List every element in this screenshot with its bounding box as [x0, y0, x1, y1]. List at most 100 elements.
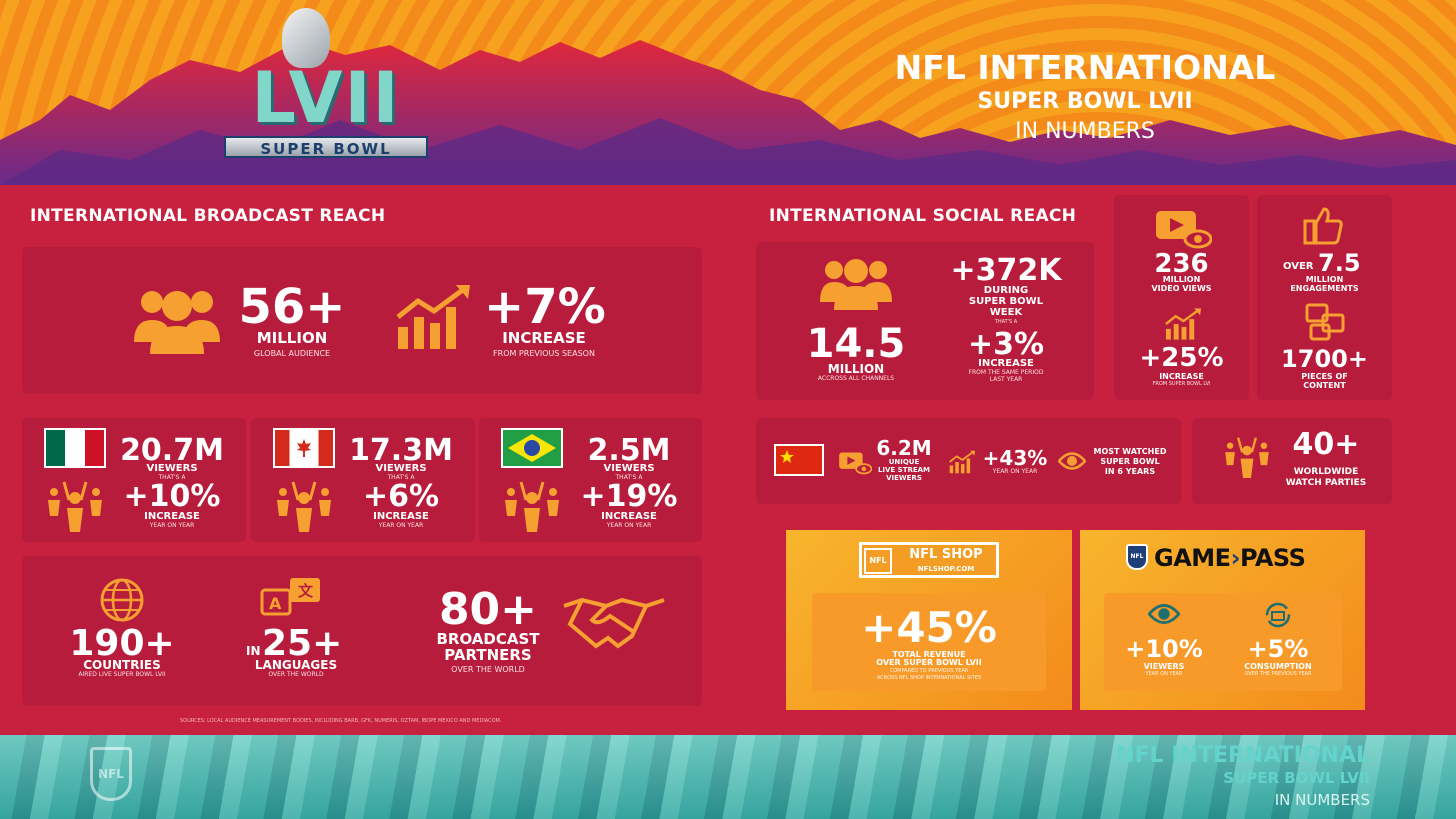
gain-increase-sub2: LAST YEAR — [989, 376, 1023, 383]
maple-leaf-icon — [297, 439, 311, 457]
social-followers-panel: 14.5 MILLION ACCROSS ALL CHANNELS +372K … — [756, 242, 1094, 400]
countries-value: 190+ — [69, 623, 175, 664]
followers-sub: ACCROSS ALL CHANNELS — [817, 375, 895, 382]
brazil-increase-label: INCREASE — [601, 511, 657, 522]
video-play-icon — [839, 452, 872, 475]
engage-label2: ENGAGEMENTS — [1290, 284, 1359, 293]
nflshop-logo-text: NFL SHOP — [909, 547, 983, 562]
parties-label2: WATCH PARTIES — [1285, 478, 1367, 488]
languages-in: IN — [246, 644, 261, 658]
nflshop-panel: NFL NFL SHOP NFLSHOP.COM +45% TOTAL REVE… — [786, 530, 1072, 710]
nflshop-url: NFLSHOP.COM — [917, 565, 975, 573]
canada-increase: +6% — [362, 479, 440, 514]
crowd-icon — [505, 481, 559, 532]
globe-icon — [100, 578, 144, 622]
country-panel-mexico: 20.7M VIEWERS THAT'S A +10% INCREASE YEA… — [22, 418, 246, 542]
gamepass-logo-a: GAME — [1154, 544, 1231, 572]
content-label1: PIECES OF — [1301, 372, 1348, 381]
gamepass-logo: GAME›PASS — [1154, 544, 1306, 572]
engage-label1: MILLION — [1305, 275, 1344, 284]
nfl-shield-icon: NFL — [90, 747, 132, 801]
gain-thats: THAT'S A — [994, 319, 1018, 325]
mexico-sub: YEAR ON YEAR — [149, 522, 195, 529]
gamepass-viewers-value: +10% — [1125, 635, 1203, 663]
gain-value: +372K — [950, 253, 1062, 288]
gamepass-panel: NFL GAME›PASS +10% VIEWERS YEAR ON YEAR … — [1080, 530, 1365, 710]
partners-label1: BROADCAST — [436, 630, 540, 648]
super-bowl-logo: LVII SUPER BOWL — [222, 8, 430, 158]
brazil-flag-icon — [501, 428, 563, 468]
watched-label3: IN 6 YEARS — [1104, 467, 1156, 476]
stream-label2: LIVE STREAM — [877, 466, 931, 474]
nflshop-label2: OVER SUPER BOWL LVII — [876, 658, 982, 667]
nfl-shield-icon: NFL — [1126, 544, 1148, 570]
growth-chart-icon — [1165, 308, 1202, 340]
hero-banner: LVII SUPER BOWL NFL INTERNATIONAL SUPER … — [0, 0, 1456, 185]
gamepass-viewers-label: VIEWERS — [1143, 662, 1185, 671]
canada-increase-label: INCREASE — [373, 511, 429, 522]
sources-note: SOURCES: LOCAL AUDIENCE MEASUREMENT BODI… — [180, 718, 502, 724]
video-increase-sub: FROM SUPER BOWL LVI — [1152, 381, 1211, 387]
gamepass-stat-box: +10% VIEWERS YEAR ON YEAR +5% CONSUMPTIO… — [1104, 593, 1342, 691]
countries-label: COUNTRIES — [83, 658, 161, 672]
gamepass-consumption-sub: OVER THE PREVIOUS YEAR — [1244, 671, 1312, 677]
increase-label: FROM PREVIOUS SEASON — [493, 349, 595, 358]
video-views-panel: 236 MILLION VIDEO VIEWS +25% INCREASE FR… — [1114, 195, 1249, 400]
yoy-label: YEAR ON YEAR — [992, 468, 1038, 475]
video-increase-label: INCREASE — [1159, 372, 1204, 381]
nflshop-logo: NFL NFL SHOP NFLSHOP.COM — [859, 542, 999, 578]
nflshop-label1: TOTAL REVENUE — [892, 650, 966, 659]
nflshop-stat-box: +45% TOTAL REVENUE OVER SUPER BOWL LVII … — [812, 593, 1046, 691]
trophy-icon — [282, 8, 330, 68]
brazil-sub: YEAR ON YEAR — [606, 522, 652, 529]
audience-unit: MILLION — [256, 329, 328, 347]
gain-increase: +3% — [967, 327, 1045, 362]
stream-label1: UNIQUE — [888, 458, 920, 466]
china-flag-icon — [774, 444, 824, 476]
parties-value: 40+ — [1292, 427, 1360, 462]
brazil-thats: THAT'S A — [615, 474, 643, 481]
reach-panel: 190+ COUNTRIES AIRED LIVE SUPER BOWL LVI… — [22, 556, 702, 706]
yoy-value: +43% — [982, 446, 1048, 470]
languages-sub: OVER THE WORLD — [268, 671, 324, 678]
canada-thats: THAT'S A — [387, 474, 415, 481]
mexico-viewers-label: VIEWERS — [146, 463, 198, 474]
mexico-thats: THAT'S A — [158, 474, 186, 481]
followers-unit: MILLION — [827, 362, 885, 376]
gain-increase-label: INCREASE — [978, 358, 1034, 369]
video-label2: VIDEO VIEWS — [1151, 284, 1212, 293]
watched-label1: MOST WATCHED — [1093, 447, 1167, 456]
handshake-icon — [563, 597, 665, 649]
audience-value: 56+ — [238, 279, 346, 335]
consumption-cycle-icon — [1265, 602, 1291, 628]
brazil-viewers: 2.5M — [587, 433, 671, 468]
gain-label1: DURING — [983, 285, 1029, 296]
languages-label: LANGUAGES — [254, 658, 338, 672]
svg-text:A: A — [269, 594, 282, 613]
people-icon — [820, 259, 892, 310]
footer-tagline: IN NUMBERS — [1274, 791, 1370, 809]
engagement-panel: OVER 7.5 MILLION ENGAGEMENTS 1700+ PIECE… — [1257, 195, 1392, 400]
mexico-viewers: 20.7M — [120, 433, 224, 468]
increase-unit: INCREASE — [502, 329, 586, 347]
broadcast-summary-panel: 56+ MILLION GLOBAL AUDIENCE +7% INCREASE… — [22, 247, 702, 394]
brazil-viewers-label: VIEWERS — [603, 463, 655, 474]
mexico-increase-label: INCREASE — [144, 511, 200, 522]
gain-label3: WEEK — [989, 307, 1023, 318]
crowd-icon — [277, 481, 331, 532]
content-value: 1700+ — [1281, 345, 1368, 373]
content-icon — [1305, 303, 1345, 341]
watch-parties-panel: 40+ WORLDWIDE WATCH PARTIES — [1192, 418, 1392, 504]
nflshop-sub2: ACROSS NFL SHOP INTERNATIONAL SITES — [876, 675, 982, 681]
gain-label2: SUPER BOWL — [968, 296, 1044, 307]
canada-viewers: 17.3M — [349, 433, 453, 468]
crowd-icon — [48, 481, 102, 532]
eye-icon — [1148, 604, 1180, 624]
partners-label2: PARTNERS — [444, 646, 532, 664]
video-increase: +25% — [1139, 343, 1224, 373]
content-label2: CONTENT — [1303, 381, 1346, 390]
social-title: INTERNATIONAL SOCIAL REACH — [769, 206, 1077, 226]
parties-label1: WORLDWIDE — [1293, 467, 1359, 477]
eye-icon — [1058, 452, 1086, 470]
brazil-diamond-icon — [508, 434, 556, 462]
